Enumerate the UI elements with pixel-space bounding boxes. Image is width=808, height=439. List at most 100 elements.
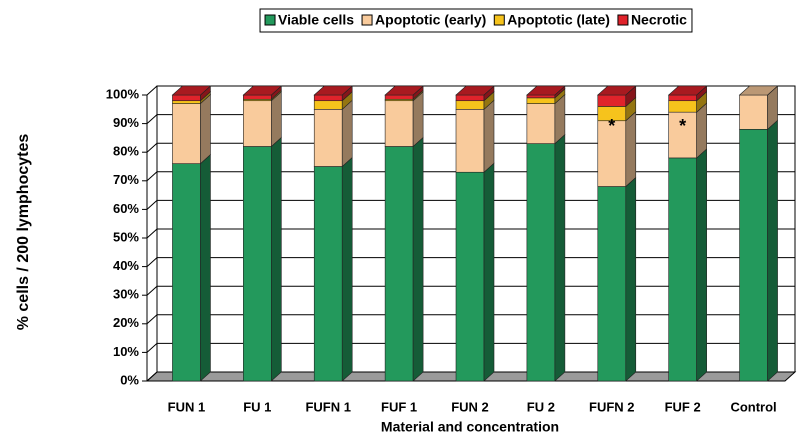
x-axis-label: Material and concentration: [381, 419, 559, 435]
bar-front: [597, 94, 627, 107]
bar-front: [526, 143, 556, 382]
bar-segment: [172, 93, 211, 165]
bar-side: [271, 136, 282, 382]
grid-line: [146, 285, 158, 296]
bar-side: [625, 111, 637, 188]
bar-top: [313, 85, 354, 96]
bar-top: [738, 85, 779, 96]
bar-front: [668, 157, 697, 382]
bar-top: [171, 85, 212, 96]
bar-front: [668, 94, 697, 102]
bar-top: [242, 85, 283, 96]
y-tick-label: 90%: [113, 115, 139, 130]
bar-segment: [455, 162, 495, 382]
bar-segment: [526, 133, 566, 382]
bar-segment: [739, 119, 778, 382]
bar-front: [526, 97, 556, 104]
bar-side: [271, 91, 282, 148]
bar-segment: [313, 156, 353, 382]
bar-segment: [384, 91, 424, 148]
legend-swatch: [617, 14, 629, 26]
bar-top: [596, 85, 637, 96]
bar-front: [243, 94, 272, 100]
bar-segment: [313, 99, 353, 168]
grid-line: [146, 371, 158, 382]
bar-front: [384, 94, 414, 100]
y-tick-label: 60%: [113, 201, 139, 216]
grid-line: [146, 171, 158, 182]
bar-segment: [243, 136, 282, 382]
bar-side: [412, 91, 424, 148]
bar-front: [172, 103, 201, 164]
bar-side: [483, 99, 495, 173]
x-tick-label: FUN 2: [451, 399, 489, 414]
bar-front: [172, 100, 201, 104]
grid-line: [146, 257, 158, 267]
bar-front: [526, 103, 556, 144]
y-tick-label: 30%: [113, 287, 139, 302]
y-tick-label: 0%: [120, 372, 139, 387]
bar-segment: [597, 176, 637, 382]
grid-line: [146, 114, 158, 124]
bar-front: [597, 186, 627, 382]
legend-label: Apoptotic (early): [375, 12, 486, 28]
grid-line: [146, 343, 158, 353]
bar-top: [455, 85, 495, 96]
y-tick-label: 20%: [113, 315, 139, 330]
bar-segment: [526, 93, 566, 145]
bar-side: [341, 156, 353, 382]
y-tick-label: 50%: [113, 229, 139, 244]
x-tick-label: FUF 2: [665, 399, 701, 414]
bar-side: [696, 148, 707, 382]
bar-side: [412, 136, 424, 382]
bar-front: [739, 129, 768, 382]
annotation: *: [679, 116, 686, 136]
bar-side: [625, 176, 637, 382]
legend-label: Apoptotic (late): [507, 12, 610, 28]
grid-line: [146, 228, 158, 239]
grid-line: [146, 85, 158, 96]
annotation: *: [608, 116, 615, 136]
bar-segment: [597, 111, 637, 188]
bar-front: [313, 100, 343, 110]
bar-front: [668, 100, 697, 113]
bar-front: [455, 171, 485, 382]
bar-front: [313, 109, 343, 167]
bar-side: [767, 119, 778, 382]
bar-side: [696, 102, 707, 159]
legend-label: Necrotic: [631, 12, 687, 28]
x-tick-label: FU 1: [243, 399, 271, 414]
x-tick-label: FUN 1: [168, 399, 206, 414]
y-tick-label: 70%: [113, 172, 139, 187]
legend-swatch: [361, 14, 373, 26]
grid-line: [146, 200, 158, 210]
legend-label: Viable cells: [278, 12, 354, 28]
bar-front: [384, 100, 414, 147]
bar-segment: [455, 99, 495, 173]
bar-front: [243, 146, 272, 382]
legend-swatch: [493, 14, 505, 26]
x-tick-label: Control: [730, 399, 776, 414]
bar-side: [200, 153, 211, 382]
bar-front: [172, 94, 201, 102]
bar-front: [455, 109, 485, 173]
bar-front: [313, 94, 343, 102]
bar-segment: [668, 148, 707, 382]
bar-top: [384, 85, 424, 96]
bar-top: [526, 85, 566, 96]
bar-front: [739, 94, 768, 130]
x-tick-label: FUFN 1: [305, 399, 351, 414]
legend: Viable cells Apoptotic (early) Apoptotic (…: [259, 8, 693, 33]
bar-top: [667, 85, 708, 96]
y-tick-label: 80%: [113, 144, 139, 159]
x-tick-label: FUFN 2: [589, 399, 635, 414]
bar-front: [455, 94, 485, 102]
y-tick-label: 40%: [113, 258, 139, 273]
grid-line: [146, 142, 158, 153]
x-tick-label: FUF 1: [381, 399, 417, 414]
bar-side: [554, 133, 566, 382]
y-axis-label: % cells / 200 lymphocytes: [15, 134, 32, 331]
bar-segment: [597, 96, 637, 122]
grid-line: [146, 314, 158, 325]
